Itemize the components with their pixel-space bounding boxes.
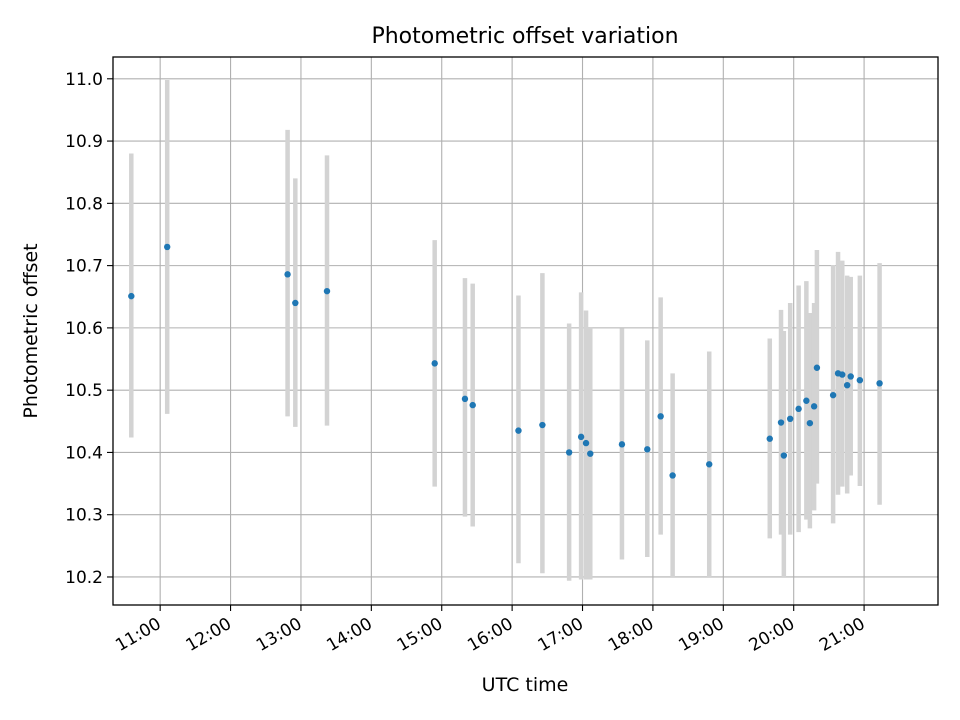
data-point [128, 292, 135, 300]
data-point [843, 381, 851, 389]
data-point [657, 413, 664, 420]
y-tick-label: 10.3 [65, 506, 103, 526]
data-point [431, 360, 438, 367]
data-point [706, 461, 713, 468]
data-point [786, 415, 794, 423]
data-point [669, 472, 676, 479]
y-tick-label: 10.4 [65, 443, 103, 463]
data-points [128, 243, 883, 479]
data-point [806, 419, 814, 427]
data-point [847, 373, 854, 380]
y-axis-ticks: 10.2 10.3 10.4 10.5 10.6 10.7 10.8 10.9 11.0 [65, 70, 113, 588]
data-point [856, 376, 864, 384]
data-point [164, 243, 171, 251]
y-tick-label: 10.5 [65, 381, 103, 401]
data-point [292, 299, 299, 307]
data-point [469, 401, 476, 409]
data-point [876, 380, 883, 387]
grid [113, 57, 938, 605]
data-point [766, 435, 773, 442]
data-point [803, 397, 810, 404]
y-tick-label: 10.6 [65, 319, 103, 339]
data-point [810, 403, 818, 410]
data-point [777, 419, 785, 426]
data-point [644, 446, 651, 453]
plot-area-frame [112, 56, 939, 606]
data-point [582, 439, 590, 447]
data-point [539, 421, 546, 429]
data-point [587, 450, 594, 457]
data-point [813, 364, 821, 371]
y-tick-label: 10.9 [65, 132, 103, 152]
chart-title: Photometric offset variation [371, 24, 678, 49]
data-point [839, 371, 846, 378]
y-tick-label: 10.2 [65, 568, 103, 588]
data-point [284, 271, 291, 278]
data-point [323, 287, 331, 295]
y-tick-label: 10.8 [65, 194, 103, 214]
y-tick-label: 11.0 [65, 70, 103, 90]
data-point [565, 449, 573, 456]
y-axis-label: Photometric offset [20, 243, 42, 418]
data-point [780, 452, 788, 459]
data-point [795, 405, 802, 413]
data-point [515, 427, 522, 434]
data-point [577, 433, 585, 441]
data-point [618, 441, 626, 448]
data-point [829, 391, 837, 399]
data-point [461, 395, 469, 403]
x-axis-label: UTC time [482, 674, 569, 696]
y-tick-label: 10.7 [65, 257, 103, 277]
